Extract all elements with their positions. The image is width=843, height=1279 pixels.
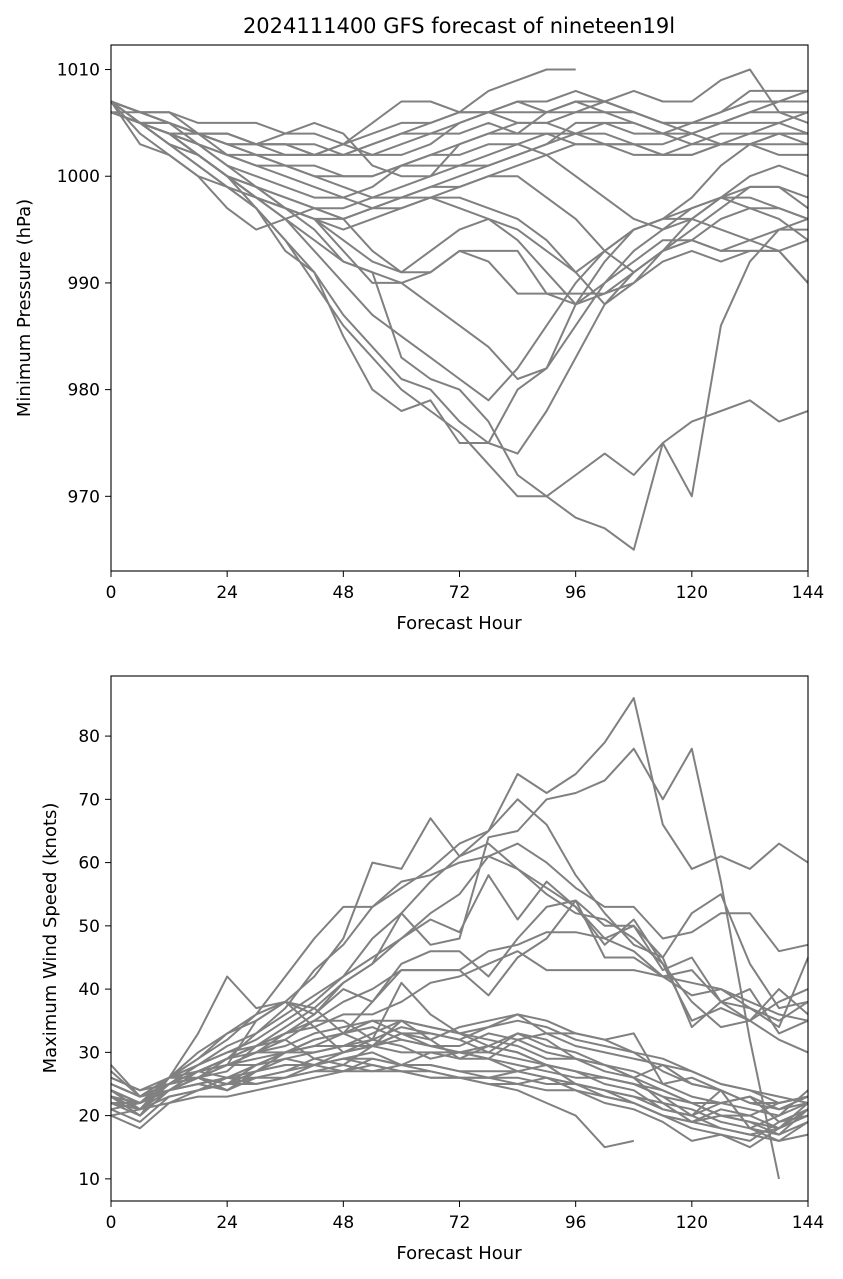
wind-x-tick-label: 24 <box>216 1213 238 1233</box>
pressure-series-line-20 <box>110 111 809 380</box>
wind-x-tick-label: 0 <box>106 1213 117 1233</box>
wind-x-tick-label: 72 <box>449 1213 471 1233</box>
wind-x-tick-label: 48 <box>333 1213 355 1233</box>
wind-y-tick-label: 80 <box>78 727 100 747</box>
wind-x-tick-label: 120 <box>676 1213 708 1233</box>
wind-x-tick-label: 96 <box>565 1213 587 1233</box>
wind-series-line-26 <box>110 798 809 1098</box>
wind-y-tick-label: 60 <box>78 854 100 874</box>
wind-y-tick-label: 40 <box>78 980 100 1000</box>
pressure-series-line-10 <box>110 100 808 199</box>
wind-x-ticks: 0 24 48 72 96 120 144 <box>106 1201 824 1233</box>
wind-panel: 0 24 48 72 96 120 144 10 20 30 40 50 60 70 80 Forecas… <box>40 675 824 1264</box>
pressure-series-line-13 <box>110 111 808 274</box>
pressure-x-tick-label: 72 <box>449 583 471 603</box>
pressure-y-axis-label: Minimum Pressure (hPa) <box>14 199 35 417</box>
pressure-x-tick-label: 24 <box>216 583 238 603</box>
pressure-series-line-11 <box>111 111 809 210</box>
wind-series-line-27 <box>110 747 780 1180</box>
wind-y-tick-label: 20 <box>78 1107 100 1127</box>
pressure-x-tick-label: 0 <box>106 583 117 603</box>
pressure-x-tick-label: 120 <box>676 583 708 603</box>
pressure-series-line-25 <box>110 111 809 498</box>
wind-series-line-18 <box>110 981 809 1130</box>
pressure-y-tick-label: 990 <box>68 274 100 294</box>
wind-x-axis-label: Forecast Hour <box>396 1243 522 1264</box>
pressure-x-tick-label: 96 <box>565 583 587 603</box>
wind-y-ticks: 10 20 30 40 50 60 70 80 <box>78 727 111 1190</box>
pressure-x-axis-label: Forecast Hour <box>396 613 522 634</box>
wind-series-line-29 <box>110 874 809 1111</box>
wind-y-tick-label: 50 <box>78 917 100 937</box>
pressure-x-ticks: 0 24 48 72 96 120 144 <box>106 571 824 603</box>
pressure-y-tick-label: 1000 <box>57 167 100 187</box>
wind-series-line-30 <box>111 1019 809 1136</box>
wind-x-tick-label: 144 <box>792 1213 824 1233</box>
wind-y-axis-label: Maximum Wind Speed (knots) <box>40 803 61 1074</box>
wind-series-group <box>110 697 809 1180</box>
wind-series-line-11 <box>110 1064 809 1117</box>
pressure-x-tick-label: 48 <box>333 583 355 603</box>
wind-series-line-14 <box>110 1013 809 1111</box>
pressure-series-line-14 <box>110 100 809 274</box>
wind-series-line-23 <box>110 855 809 1111</box>
pressure-y-ticks: 970 980 990 1000 1010 <box>57 61 111 507</box>
chart-title: 2024111400 GFS forecast of nineteen19l <box>243 14 675 38</box>
pressure-panel: 2024111400 GFS forecast of nineteen19l 0… <box>14 14 824 634</box>
pressure-x-tick-label: 144 <box>792 583 824 603</box>
pressure-y-tick-label: 980 <box>68 381 100 401</box>
pressure-series-line-23 <box>110 111 809 444</box>
wind-y-tick-label: 70 <box>78 790 100 810</box>
pressure-series-line-22 <box>110 111 808 455</box>
wind-y-tick-label: 30 <box>78 1043 100 1063</box>
wind-y-tick-label: 10 <box>78 1170 100 1190</box>
pressure-series-group <box>110 68 809 551</box>
wind-series-line-25 <box>110 842 809 1104</box>
pressure-y-tick-label: 1010 <box>57 61 100 81</box>
pressure-y-tick-label: 970 <box>68 487 100 507</box>
